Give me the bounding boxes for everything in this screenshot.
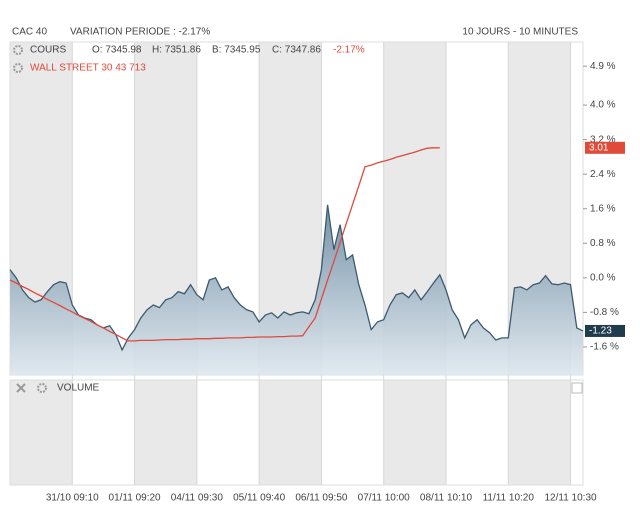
y-tick-label: 4.9 % [590,61,616,72]
x-tick-label: 06/11 09:50 [295,493,348,504]
y-tick-label: 3.2 % [590,134,616,145]
x-tick-label: 01/11 09:20 [109,493,162,504]
day-band [72,380,135,485]
day-band [134,380,197,485]
y-tick-label: -1.6 % [590,342,619,353]
x-tick-label: 08/11 10:10 [420,493,473,504]
x-tick-label: 07/11 10:00 [358,493,411,504]
change: -2.17% [333,45,365,56]
day-band [445,380,509,485]
day-band [570,380,583,485]
volume-label: VOLUME [57,383,100,394]
day-band [321,380,384,485]
y-tick-label: 4.0 % [590,100,616,111]
chart-title: CAC 40 [12,27,47,38]
day-band [196,380,260,485]
x-tick-label: 12/11 10:30 [544,493,597,504]
ohlc-open: O: 7345.98 [92,45,142,56]
x-tick-label: 05/11 09:40 [233,493,286,504]
day-band [10,380,73,485]
day-band [570,42,583,375]
volume-pane [9,379,584,486]
legend-entry: COURS [30,45,66,56]
day-bands [10,42,583,485]
day-band [383,380,446,485]
gear-icon[interactable] [37,383,47,393]
last-value-label: 3.01 [589,142,609,153]
last-value-label: -1.23 [589,326,612,337]
ohlc-high: H: 7351.86 [152,45,201,56]
y-tick-label: 0.8 % [590,238,616,249]
y-tick-label: 0.0 % [590,272,616,283]
close-icon[interactable] [16,383,26,393]
y-tick-label: -0.8 % [590,307,619,318]
gear-icon[interactable] [13,45,23,55]
area-fill [10,204,583,375]
ohlc-close: C: 7347.86 [272,45,321,56]
last-value-box [585,141,625,154]
area-line [9,204,584,352]
period: 10 JOURS - 10 MINUTES [462,27,578,38]
legend-entry: WALL STREET 30 43 713 [30,63,146,74]
checkbox[interactable] [571,382,583,394]
ohlc-low: B: 7345.95 [212,45,261,56]
day-band [259,380,322,485]
legend: COURS O: 7345.98 H: 7351.86 B: 7345.95 C… [13,45,365,74]
day-band [508,380,571,485]
x-tick-label: 31/10 09:10 [46,493,99,504]
volume-header: VOLUME [16,382,583,394]
series-line [9,147,440,342]
last-value-box [585,324,625,337]
subtitle: VARIATION PERIODE : -2.17% [70,27,210,38]
x-tick-label: 11/11 10:20 [483,493,535,504]
y-tick-label: 2.4 % [590,169,616,180]
gear-icon[interactable] [13,63,23,73]
y-tick-label: 1.6 % [590,203,616,214]
x-tick-label: 04/11 09:30 [171,493,224,504]
